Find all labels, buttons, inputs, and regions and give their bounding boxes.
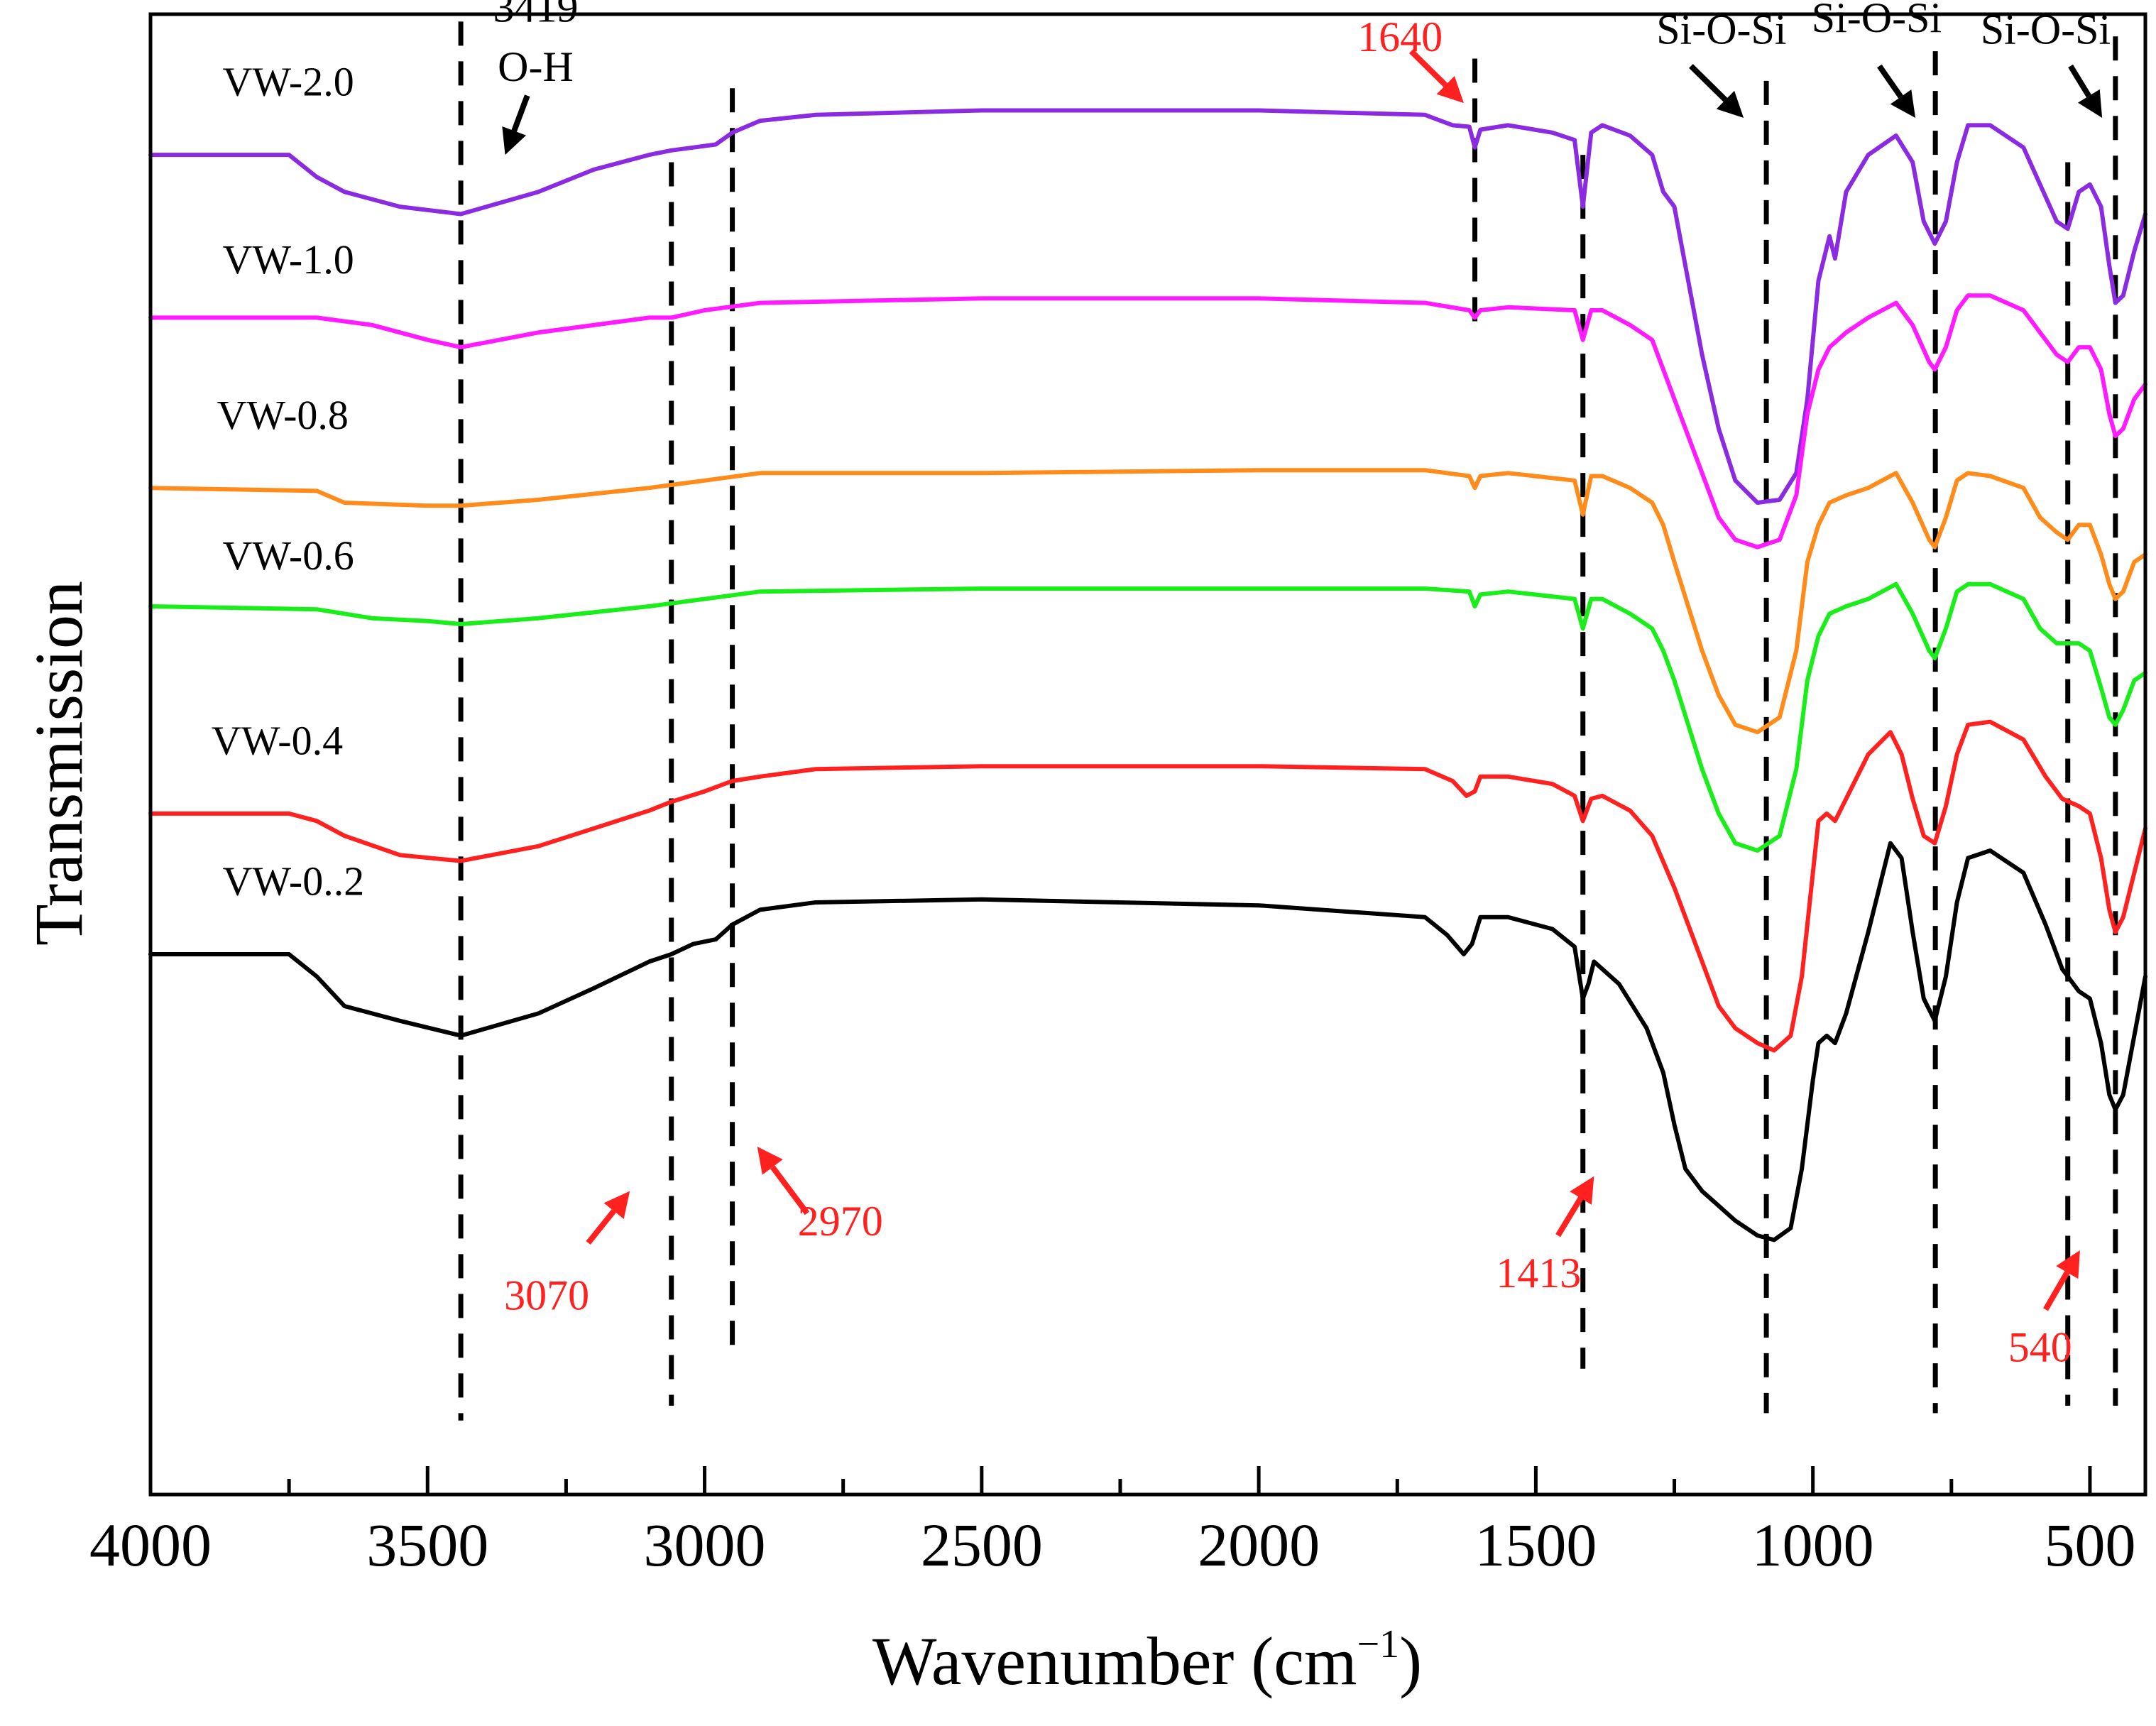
x-tick-label: 4000 [89,1511,212,1579]
plot-frame [148,12,2147,1497]
arrow-head [502,126,527,155]
arrow-1 [1689,64,1744,118]
arrow-3 [2068,64,2103,118]
arrow-7 [1555,1176,1594,1238]
series-line-vw-2-0 [148,108,2147,505]
annotation-label: 1640 [1357,13,1443,60]
arrow-head [1890,89,1916,118]
x-tick-label: 2000 [1198,1511,1320,1579]
x-tick-label: 1000 [1752,1511,1874,1579]
x-tick-label: 1500 [1474,1511,1597,1579]
series-label: VW-0.8 [217,392,349,438]
series-line-vw-0-8 [148,468,2147,735]
arrow-shaft [1877,64,1903,99]
arrow-shaft [1555,1196,1584,1238]
series-label: VW-0.4 [212,718,343,764]
arrow-shaft [1408,49,1448,87]
arrow-shaft [511,94,530,132]
x-tick-label: 3500 [366,1511,488,1579]
series-label: VW-1.0 [222,236,354,283]
arrow-shaft [586,1209,616,1245]
arrow-head [1716,90,1744,118]
arrow-head [2078,89,2103,118]
arrow-head [2056,1250,2080,1279]
arrow-head [1436,76,1464,104]
arrow-2 [1877,64,1916,118]
x-axis-label-main: Wavenumber (cm [872,1623,1357,1699]
arrow-head [1570,1176,1594,1205]
annotation-label: 2970 [798,1198,883,1245]
series-line-vw-0-4 [148,719,2147,1053]
series-label: VW-2.0 [222,59,354,105]
x-tick-label: 2500 [921,1511,1043,1579]
arrow-5 [586,1191,630,1245]
arrow-shaft [1689,64,1728,102]
arrow-head [757,1147,783,1175]
arrow-shaft [2068,64,2091,98]
arrow-4 [1408,49,1464,104]
annotation-label: O-H [498,43,574,90]
arrow-0 [502,94,530,155]
arrow-head [603,1191,630,1219]
x-tick-label: 3000 [644,1511,766,1579]
x-axis-ticks: 4000 3500 3000 2500 2000 1500 1000 500 [89,1466,2135,1579]
annotation-label: 540 [2008,1323,2072,1370]
arrow-shaft [770,1165,810,1216]
x-tick-label: 500 [2044,1511,2135,1579]
annotation-arrows [502,49,2103,1311]
y-axis-label: Transmission [21,581,97,946]
annotation-label: 1413 [1496,1250,1581,1296]
chart-text: 3419O-H1084Si-O-Si779Si-O-Si454Si-O-Si16… [212,0,2111,1370]
series-line-vw-1-0 [148,293,2147,550]
series-label: VW-0..2 [222,858,364,905]
arrow-8 [2043,1250,2080,1311]
arrow-6 [757,1147,810,1216]
annotation-label: 3070 [504,1272,589,1318]
x-axis-label-sup: −1 [1357,1622,1400,1666]
series-label: VW-0.6 [222,532,354,579]
series-lines [148,108,2147,1242]
series-line-vw-0-6 [148,581,2147,853]
annotation-label: Si-O-Si [1812,0,1942,41]
series-line-vw-0-2 [148,841,2147,1242]
x-axis-label: Wavenumber (cm−1) [872,1622,1422,1699]
x-axis-label-close: ) [1399,1623,1422,1699]
arrow-shaft [2043,1271,2070,1311]
